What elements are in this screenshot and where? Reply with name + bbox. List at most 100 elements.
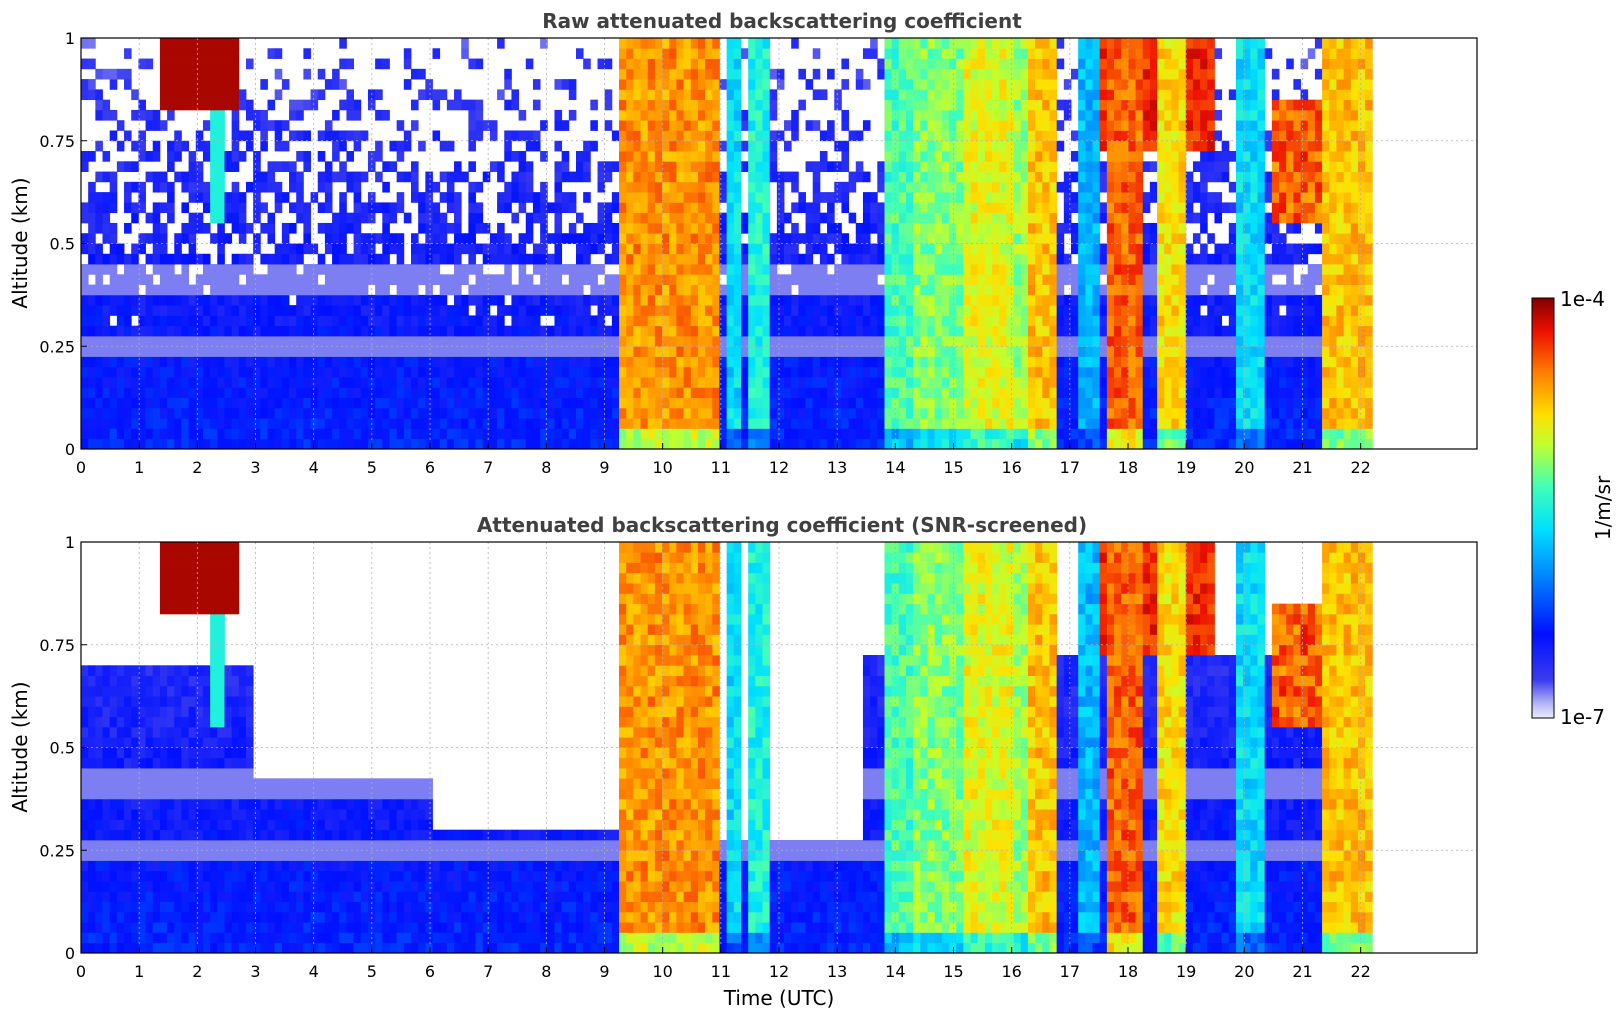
heatmap-cell — [576, 428, 584, 440]
heatmap-cell — [977, 366, 986, 378]
heatmap-cell — [303, 274, 311, 285]
heatmap-cell — [188, 366, 197, 378]
heatmap-cell — [741, 294, 749, 306]
heatmap-cell — [1128, 212, 1136, 224]
heatmap-cell — [927, 264, 936, 275]
heatmap-cell — [1149, 253, 1158, 265]
heatmap-cell — [1099, 161, 1108, 172]
heatmap-cell — [705, 192, 713, 203]
heatmap-cell — [1106, 346, 1115, 357]
heatmap-cell — [532, 387, 541, 399]
heatmap-cell — [1027, 68, 1036, 80]
heatmap-cell — [1164, 264, 1172, 275]
heatmap-cell — [891, 335, 900, 347]
heatmap-cell — [489, 161, 498, 172]
heatmap-cell — [963, 377, 971, 388]
heatmap-cell — [841, 109, 849, 121]
heatmap-cell — [554, 366, 563, 378]
heatmap-cell — [109, 192, 118, 203]
heatmap-cell — [913, 428, 921, 440]
heatmap-cell — [662, 428, 670, 440]
heatmap-cell — [1085, 315, 1093, 327]
heatmap-cell — [597, 305, 606, 316]
heatmap-cell — [159, 79, 168, 90]
heatmap-cell — [159, 68, 168, 80]
heatmap-cell — [726, 253, 735, 265]
heatmap-cell — [1092, 192, 1101, 203]
heatmap-cell — [791, 222, 799, 234]
heatmap-cell — [124, 253, 132, 265]
heatmap-cell — [719, 366, 728, 378]
heatmap-cell — [1164, 325, 1172, 337]
heatmap-cell — [963, 356, 971, 368]
heatmap-cell — [626, 151, 634, 162]
heatmap-cell — [726, 233, 735, 244]
heatmap-cell — [733, 181, 742, 193]
heatmap-cell — [159, 356, 168, 368]
heatmap-cell — [719, 222, 728, 234]
heatmap-cell — [647, 305, 656, 316]
heatmap-cell — [1042, 212, 1050, 224]
heatmap-cell — [970, 38, 979, 49]
heatmap-cell — [1142, 233, 1151, 244]
heatmap-cell — [497, 38, 505, 49]
heatmap-cell — [963, 233, 971, 244]
heatmap-cell — [1149, 38, 1158, 49]
heatmap-cell — [339, 264, 347, 275]
heatmap-cell — [812, 120, 821, 131]
heatmap-cell — [1013, 48, 1022, 59]
heatmap-cell — [432, 366, 441, 378]
heatmap-cell — [647, 130, 656, 142]
heatmap-cell — [898, 89, 907, 101]
heatmap-cell — [188, 68, 197, 80]
heatmap-cell — [956, 315, 964, 327]
heatmap-cell — [1135, 335, 1144, 347]
heatmap-cell — [346, 99, 354, 111]
heatmap-cell — [748, 109, 756, 121]
heatmap-cell — [561, 151, 570, 162]
heatmap-cell — [489, 428, 498, 440]
heatmap-cell — [411, 243, 419, 255]
heatmap-cell — [676, 192, 684, 203]
heatmap-cell — [970, 140, 979, 152]
heatmap-cell — [210, 130, 218, 142]
heatmap-cell — [877, 294, 885, 306]
heatmap-cell — [626, 202, 634, 214]
heatmap-cell — [654, 68, 663, 80]
heatmap-cell — [1092, 387, 1101, 399]
heatmap-cell — [769, 140, 778, 152]
heatmap-cell — [640, 192, 649, 203]
heatmap-cell — [346, 284, 354, 296]
heatmap-cell — [776, 428, 785, 440]
heatmap-cell — [332, 305, 340, 316]
heatmap-cell — [640, 161, 649, 172]
heatmap-cell — [346, 315, 354, 327]
heatmap-cell — [511, 171, 519, 183]
heatmap-cell — [748, 243, 756, 255]
heatmap-cell — [669, 346, 677, 357]
heatmap-cell — [755, 315, 763, 327]
heatmap-cell — [439, 89, 448, 101]
heatmap-cell — [927, 212, 936, 224]
heatmap-cell — [862, 315, 871, 327]
heatmap-cell — [568, 264, 577, 275]
heatmap-cell — [626, 274, 634, 285]
heatmap-cell — [662, 325, 670, 337]
heatmap-cell — [116, 315, 125, 327]
heatmap-cell — [626, 161, 634, 172]
heatmap-cell — [941, 274, 950, 285]
heatmap-cell — [231, 68, 240, 80]
heatmap-cell — [1178, 356, 1187, 368]
heatmap-cell — [396, 356, 405, 368]
heatmap-cell — [81, 89, 89, 101]
heatmap-cell — [188, 428, 197, 440]
heatmap-cell — [834, 192, 842, 203]
heatmap-cell — [109, 243, 118, 255]
heatmap-cell — [346, 274, 354, 285]
heatmap-cell — [949, 356, 957, 368]
heatmap-cell — [1078, 274, 1086, 285]
heatmap-cell — [626, 99, 634, 111]
heatmap-cell — [339, 58, 347, 70]
heatmap-cell — [504, 284, 512, 296]
heatmap-cell — [812, 438, 821, 450]
